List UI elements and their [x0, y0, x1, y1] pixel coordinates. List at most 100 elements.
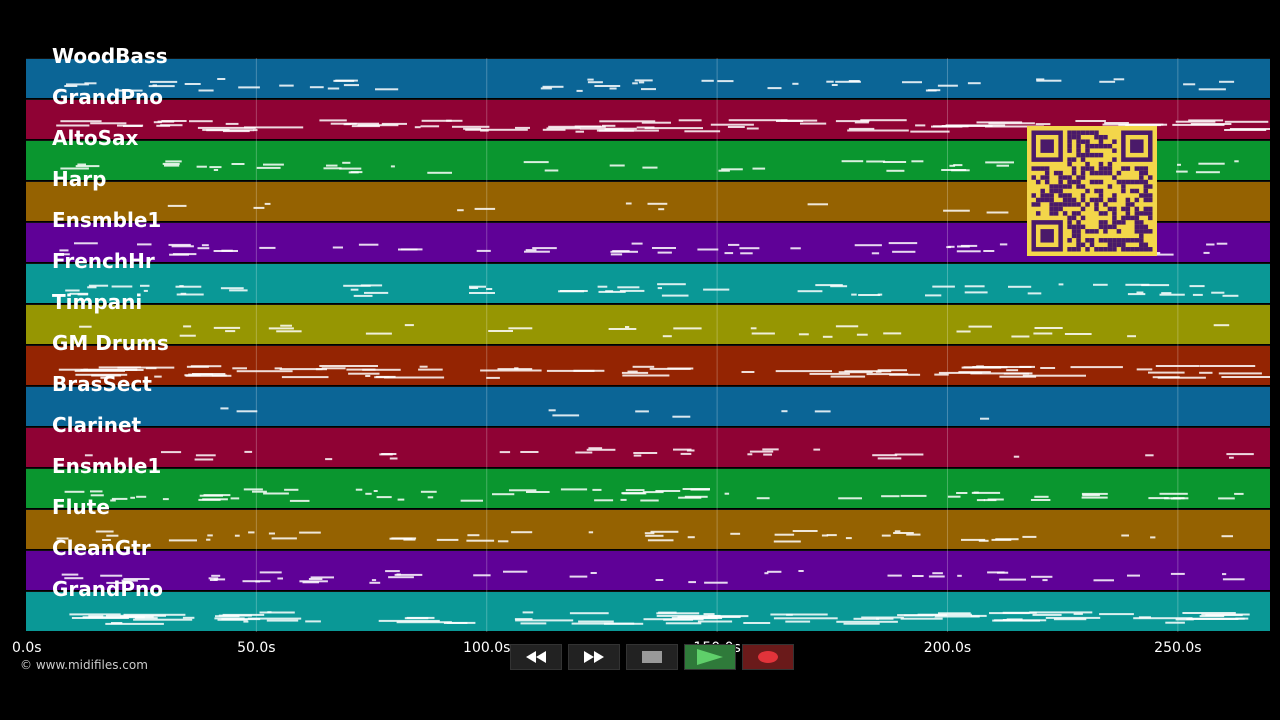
track-label: GrandPno: [52, 577, 163, 601]
track-lane[interactable]: [26, 550, 1270, 590]
note: [610, 253, 623, 256]
note: [148, 85, 175, 88]
note: [75, 165, 100, 168]
note: [655, 490, 681, 492]
note: [621, 371, 649, 374]
note: [701, 79, 714, 82]
note: [443, 622, 468, 624]
note: [121, 579, 138, 582]
note: [932, 572, 943, 575]
note: [798, 333, 809, 336]
note: [90, 494, 104, 497]
note: [569, 612, 609, 615]
note: [1070, 366, 1123, 369]
note: [1222, 578, 1245, 581]
note: [770, 613, 828, 616]
note: [61, 573, 79, 576]
note: [560, 290, 588, 292]
rewind-button[interactable]: [510, 644, 562, 670]
note: [360, 284, 383, 287]
track-lane[interactable]: [26, 304, 1270, 344]
track-label: Ensmble1: [52, 454, 162, 478]
note: [877, 457, 902, 460]
note: [717, 80, 734, 83]
note: [473, 574, 491, 577]
note: [486, 288, 493, 290]
note: [420, 125, 440, 128]
note: [1159, 293, 1185, 296]
note: [244, 450, 253, 453]
note: [1222, 573, 1227, 576]
note: [1136, 291, 1144, 294]
track-lane[interactable]: [26, 427, 1270, 467]
note: [1030, 499, 1051, 501]
stop-button[interactable]: [626, 644, 678, 670]
note: [1033, 332, 1053, 335]
note: [64, 490, 85, 493]
note: [244, 126, 304, 129]
note: [1032, 613, 1062, 616]
note: [79, 325, 92, 328]
note: [523, 161, 549, 164]
note: [587, 81, 603, 84]
note: [1195, 171, 1220, 174]
note: [635, 410, 649, 413]
note: [1093, 579, 1114, 582]
note: [60, 253, 70, 256]
note: [381, 453, 397, 455]
note: [826, 80, 834, 83]
track-lane[interactable]: [26, 386, 1270, 426]
note: [1003, 372, 1029, 375]
note: [213, 578, 226, 581]
track-lane[interactable]: [26, 263, 1270, 303]
note: [636, 126, 655, 129]
note: [168, 243, 191, 246]
note: [452, 125, 490, 128]
note: [995, 538, 1019, 541]
note: [1027, 292, 1042, 295]
track-lane[interactable]: [26, 509, 1270, 549]
note: [1008, 285, 1032, 288]
note: [970, 614, 987, 617]
note: [264, 202, 271, 205]
play-button[interactable]: [684, 644, 736, 670]
track-lane[interactable]: [26, 345, 1270, 385]
note: [1222, 294, 1239, 297]
track-lane[interactable]: [26, 591, 1270, 631]
note: [871, 252, 880, 255]
note: [949, 164, 956, 167]
note: [586, 448, 616, 451]
note: [1198, 88, 1226, 91]
note: [305, 620, 321, 623]
note: [1148, 497, 1169, 500]
fast-forward-button[interactable]: [568, 644, 620, 670]
note: [881, 495, 900, 498]
note: [350, 171, 363, 174]
note: [209, 166, 222, 169]
note: [985, 161, 1014, 164]
note: [963, 366, 1008, 369]
note: [1104, 122, 1129, 124]
note: [271, 537, 297, 540]
note: [644, 532, 655, 535]
note: [854, 121, 869, 124]
note: [724, 252, 734, 255]
note: [634, 79, 653, 82]
record-button[interactable]: [742, 644, 794, 670]
note: [259, 611, 295, 614]
note: [469, 287, 479, 289]
track-label: Clarinet: [52, 413, 142, 437]
note: [763, 453, 772, 456]
note: [69, 613, 121, 616]
note: [620, 498, 627, 501]
note: [508, 327, 533, 330]
note: [1053, 618, 1087, 621]
track-lane[interactable]: [26, 58, 1270, 98]
note: [934, 615, 980, 618]
note: [588, 531, 594, 534]
note: [1229, 128, 1270, 130]
note: [161, 120, 187, 122]
note: [662, 335, 672, 338]
note: [284, 488, 299, 491]
note: [524, 250, 550, 253]
